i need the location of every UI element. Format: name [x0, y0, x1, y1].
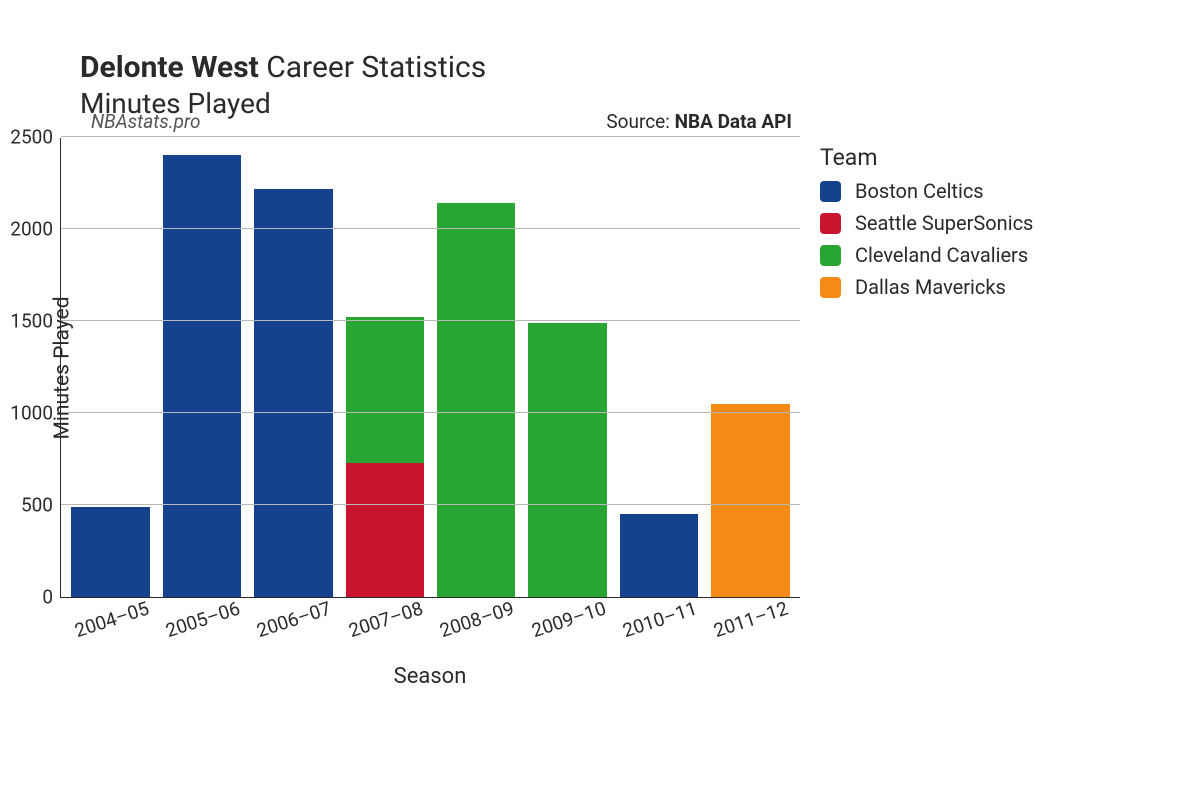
bar-slot: 2009–10 — [522, 138, 613, 597]
y-tick-label: 1000 — [10, 402, 61, 425]
bar-segment — [71, 507, 150, 597]
bar-stack — [346, 317, 425, 597]
bar-stack — [437, 203, 516, 597]
source-attribution: Source: NBA Data API — [606, 110, 792, 133]
bar-stack — [254, 189, 333, 597]
x-tick-label: 2010–11 — [620, 597, 700, 643]
bar-slot: 2011–12 — [705, 138, 796, 597]
bar-stack — [163, 155, 242, 597]
bar-segment — [620, 514, 699, 597]
y-tick-label: 500 — [21, 494, 61, 517]
bar-segment — [346, 463, 425, 597]
bar-segment — [163, 155, 242, 597]
bar-segment — [346, 317, 425, 462]
y-tick-label: 2500 — [10, 126, 61, 149]
legend-item: Dallas Mavericks — [820, 275, 1033, 299]
y-tick-label: 0 — [42, 586, 61, 609]
grid-line — [61, 412, 800, 413]
legend-swatch — [820, 181, 841, 202]
legend-swatch — [820, 245, 841, 266]
x-tick-label: 2006–07 — [254, 597, 334, 643]
legend-item: Cleveland Cavaliers — [820, 243, 1033, 267]
bar-stack — [711, 404, 790, 597]
chart-main: NBAstats.pro Source: NBA Data API Minute… — [60, 138, 800, 689]
y-tick-label: 2000 — [10, 218, 61, 241]
title-suffix: Career Statistics — [259, 50, 486, 85]
bar-stack — [620, 514, 699, 597]
legend-item: Boston Celtics — [820, 179, 1033, 203]
bar-slot: 2008–09 — [431, 138, 522, 597]
chart-wrap: NBAstats.pro Source: NBA Data API Minute… — [60, 138, 1140, 689]
bars-row: 2004–052005–062006–072007–082008–092009–… — [61, 138, 800, 597]
grid-line — [61, 136, 800, 137]
title-player-name: Delonte West — [80, 50, 259, 85]
legend-swatch — [820, 213, 841, 234]
bar-slot: 2006–07 — [248, 138, 339, 597]
source-prefix: Source: — [606, 110, 674, 133]
bar-stack — [71, 507, 150, 597]
bar-slot: 2005–06 — [156, 138, 247, 597]
bar-segment — [528, 323, 607, 597]
x-tick-label: 2007–08 — [346, 597, 426, 643]
bar-stack — [528, 323, 607, 597]
legend-item: Seattle SuperSonics — [820, 211, 1033, 235]
site-watermark: NBAstats.pro — [91, 110, 201, 133]
x-tick-label: 2004–05 — [72, 597, 152, 643]
plot-area: NBAstats.pro Source: NBA Data API Minute… — [60, 138, 800, 598]
x-tick-label: 2008–09 — [437, 597, 517, 643]
chart-title: Delonte West Career Statistics — [80, 50, 1140, 85]
grid-line — [61, 228, 800, 229]
legend-label: Seattle SuperSonics — [855, 211, 1033, 235]
legend-swatch — [820, 277, 841, 298]
x-tick-label: 2005–06 — [163, 597, 243, 643]
bar-slot: 2010–11 — [613, 138, 704, 597]
legend-title: Team — [820, 144, 1033, 171]
x-tick-label: 2011–12 — [711, 597, 791, 643]
bar-segment — [254, 189, 333, 597]
bar-segment — [711, 404, 790, 597]
legend-label: Cleveland Cavaliers — [855, 243, 1028, 267]
x-axis-title: Season — [60, 664, 800, 689]
source-name: NBA Data API — [675, 110, 792, 133]
grid-line — [61, 320, 800, 321]
legend: Team Boston Celtics Seattle SuperSonics Cl… — [820, 144, 1033, 689]
bar-segment — [437, 203, 516, 597]
grid-line — [61, 504, 800, 505]
legend-label: Dallas Mavericks — [855, 275, 1006, 299]
legend-label: Boston Celtics — [855, 179, 984, 203]
y-tick-label: 1500 — [10, 310, 61, 333]
x-tick-label: 2009–10 — [528, 597, 608, 643]
chart-container: Delonte West Career Statistics Minutes P… — [0, 0, 1200, 729]
bar-slot: 2007–08 — [339, 138, 430, 597]
bar-slot: 2004–05 — [65, 138, 156, 597]
